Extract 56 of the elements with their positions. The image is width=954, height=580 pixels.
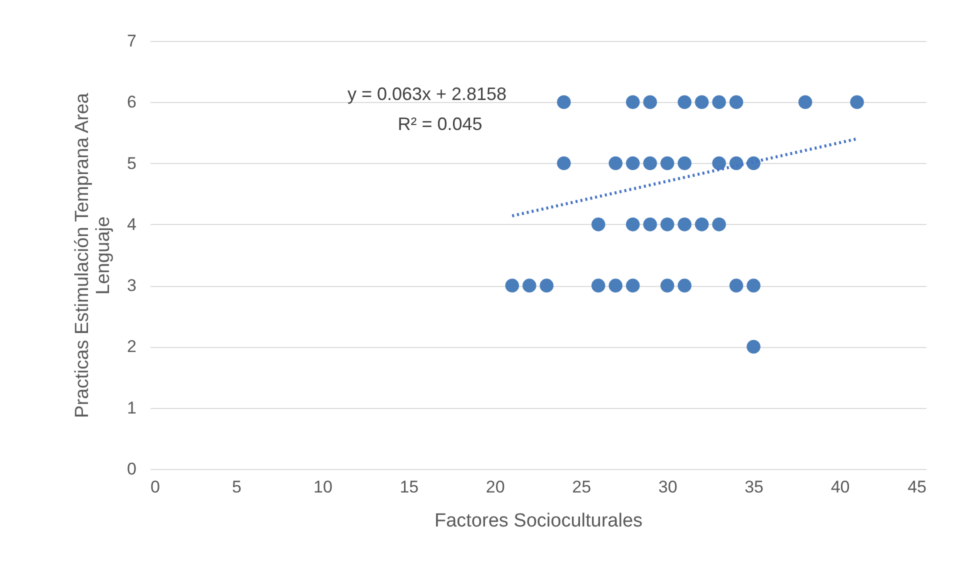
y-tick-label: 0 xyxy=(127,460,136,478)
point xyxy=(643,95,657,110)
x-tick-label: 0 xyxy=(150,478,160,496)
point xyxy=(746,340,760,354)
point xyxy=(608,278,622,292)
point xyxy=(746,278,760,292)
point xyxy=(556,95,571,110)
y-tick-label: 5 xyxy=(127,154,136,173)
point xyxy=(694,95,709,110)
point xyxy=(678,95,692,110)
point xyxy=(608,156,622,170)
point xyxy=(522,278,536,292)
point xyxy=(798,95,812,110)
y-tick-label: 2 xyxy=(127,337,136,356)
x-tick-label: 20 xyxy=(486,478,505,496)
y-tick-label: 3 xyxy=(127,276,136,296)
point xyxy=(643,156,657,170)
point xyxy=(660,156,674,170)
x-tick-label: 40 xyxy=(830,478,850,496)
y-tick-label: 6 xyxy=(127,92,136,112)
x-tick-label: 30 xyxy=(658,478,678,496)
point xyxy=(712,95,726,110)
point xyxy=(712,218,726,232)
y-axis-title: Practicas Estimulación Temprana Area Lenguaje xyxy=(72,92,114,418)
point xyxy=(626,95,640,110)
point xyxy=(678,156,692,170)
point xyxy=(678,278,692,292)
y-tick-label: 1 xyxy=(127,398,136,418)
point xyxy=(660,218,674,232)
point xyxy=(626,218,640,232)
point xyxy=(729,278,744,292)
y-tick-label: 7 xyxy=(127,32,136,50)
point xyxy=(712,156,726,170)
point xyxy=(556,156,571,170)
point xyxy=(729,95,744,110)
point xyxy=(660,278,674,292)
point xyxy=(626,156,640,170)
annotation: R² = 0.045 xyxy=(398,114,482,134)
point xyxy=(694,218,709,232)
x-tick-label: 5 xyxy=(232,478,242,496)
x-tick-label: 15 xyxy=(400,478,419,496)
point xyxy=(540,278,554,292)
point xyxy=(591,218,606,232)
point xyxy=(626,278,640,292)
x-tick-label: 25 xyxy=(572,478,592,496)
point xyxy=(505,278,520,292)
point xyxy=(850,95,864,110)
point xyxy=(643,218,657,232)
x-tick-label: 45 xyxy=(908,478,926,496)
point xyxy=(591,278,606,292)
x-tick-label: 10 xyxy=(313,478,332,496)
x-axis-title: Factores Socioculturales xyxy=(434,510,643,532)
annotation: y = 0.063x + 2.8158 xyxy=(347,84,507,104)
point xyxy=(678,218,692,232)
y-tick-label: 4 xyxy=(127,214,136,234)
x-tick-label: 35 xyxy=(744,478,764,496)
